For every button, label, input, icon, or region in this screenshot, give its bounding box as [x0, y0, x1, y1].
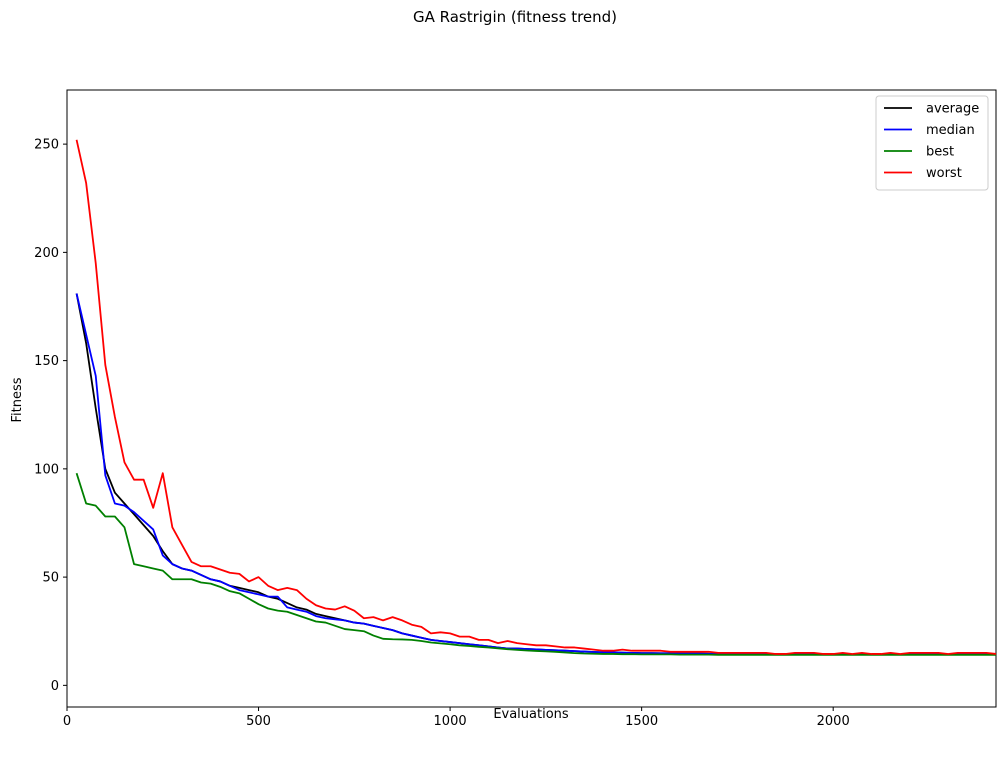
legend: average median best worst	[875, 95, 989, 191]
y-axis-ticks: 0 50 100 150 200 250	[34, 138, 67, 694]
y-tick-label: 50	[42, 571, 59, 586]
x-axis-ticks: 0 500 1000 1500 2000	[63, 707, 850, 729]
legend-label-worst: worst	[926, 166, 962, 181]
plot-area	[66, 89, 997, 708]
y-axis-label: Fitness	[10, 377, 25, 422]
plot-frame	[66, 89, 997, 708]
x-tick-label: 0	[63, 714, 71, 729]
series-line-best	[75, 472, 996, 656]
legend-label-best: best	[926, 145, 954, 160]
series-lines	[75, 139, 996, 656]
series-line-worst	[75, 139, 996, 655]
x-tick-label: 1500	[625, 714, 658, 729]
legend-box	[875, 95, 989, 191]
y-tick-label: 150	[34, 354, 59, 369]
legend-label-median: median	[926, 123, 975, 138]
x-axis-label: Evaluations	[493, 707, 569, 722]
x-tick-label: 1000	[434, 714, 467, 729]
y-tick-label: 0	[51, 679, 59, 694]
legend-label-average: average	[926, 102, 979, 117]
chart-title: GA Rastrigin (fitness trend)	[413, 8, 617, 26]
y-tick-label: 200	[34, 246, 59, 261]
y-tick-label: 250	[34, 138, 59, 153]
x-tick-label: 500	[246, 714, 271, 729]
y-tick-label: 100	[34, 462, 59, 477]
x-tick-label: 2000	[817, 714, 850, 729]
